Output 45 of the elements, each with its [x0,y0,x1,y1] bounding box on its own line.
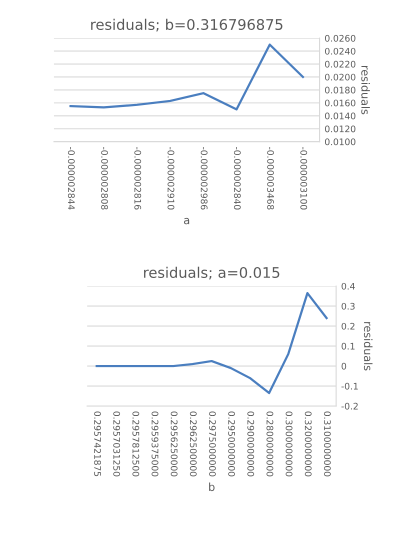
x-tick-label: 0.2962500000 [190,411,197,476]
x-tick-label: 0.2959375000 [152,411,158,476]
x-tick-label: -0.000002910 [168,147,174,210]
line-series [96,292,328,394]
x-tick-label: 0.2975000000 [209,411,216,476]
x-tick-label: -0.000002816 [134,147,142,210]
y-tick-label: 0.0260 [325,34,356,42]
x-tick-label: -0.000002986 [200,147,208,210]
x-tick-label: 0.2957031250 [113,411,120,476]
x-tick-label: 0.2800000000 [266,411,274,476]
x-tick-label: 0.2957421875 [94,411,101,476]
y-tick-label: 0.0120 [325,125,356,132]
y-tick-label: 0.0160 [325,100,356,106]
y-tick-label: 0 [342,362,346,370]
x-tick-label: 0.2900000000 [247,411,254,476]
y-axis-title: residuals [364,322,373,370]
x-tick-label: 0.2957812500 [132,411,140,476]
x-axis-title: b [209,482,215,492]
y-axis-title: residuals [361,66,370,114]
x-tick-label: 0.2956250000 [170,411,178,476]
x-tick-label: -0.000002840 [234,147,241,210]
x-axis-title: a [184,218,190,224]
y-tick-label: 0.0240 [325,48,356,55]
y-tick-label: 0.0100 [325,138,356,146]
y-tick-label: 0.0180 [325,86,356,94]
y-tick-label: 0.0200 [325,74,356,81]
x-tick-label: -0.000003468 [267,147,274,210]
y-tick-label: -0.2 [341,402,358,410]
x-tick-label: -0.000003100 [300,147,308,210]
chart-title: residuals; a=0.015 [144,266,280,280]
x-tick-label: -0.000002808 [101,147,108,210]
y-tick-label: 0.1 [342,342,355,350]
x-tick-label: 0.3200000000 [304,411,312,476]
chart-title: residuals; b=0.316796875 [91,18,282,32]
x-tick-label: 0.3100000000 [324,411,331,476]
x-tick-label: 0.2950000000 [228,411,236,476]
x-tick-label: -0.000002844 [68,147,75,210]
y-tick-label: 0.3 [342,302,355,310]
y-tick-label: -0.1 [341,382,358,390]
y-tick-label: 0.0220 [325,60,356,68]
y-tick-label: 0.4 [342,282,355,290]
line-series [69,44,304,110]
y-tick-label: 0.0140 [325,112,356,120]
y-tick-label: 0.2 [342,322,354,330]
x-tick-label: 0.3000000000 [286,411,292,476]
